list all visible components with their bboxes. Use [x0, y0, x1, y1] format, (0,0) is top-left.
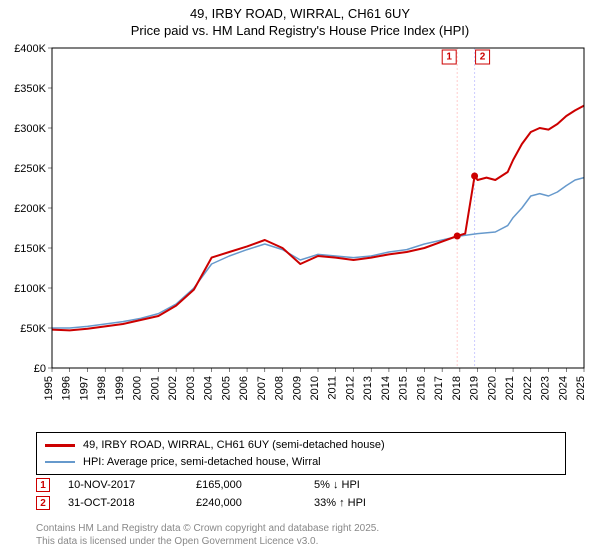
sale-row-1: 1 10-NOV-2017 £165,000 5% ↓ HPI	[36, 476, 576, 494]
svg-text:2025: 2025	[575, 376, 587, 400]
svg-text:2016: 2016	[415, 376, 427, 400]
sale-price-1: £165,000	[196, 479, 296, 491]
footer-line-1: Contains HM Land Registry data © Crown c…	[36, 522, 379, 535]
sales-table: 1 10-NOV-2017 £165,000 5% ↓ HPI 2 31-OCT…	[36, 476, 576, 512]
legend-item-red: 49, IRBY ROAD, WIRRAL, CH61 6UY (semi-de…	[45, 437, 557, 454]
svg-text:£100K: £100K	[14, 283, 46, 295]
svg-text:2019: 2019	[469, 376, 481, 400]
footer-line-2: This data is licensed under the Open Gov…	[36, 535, 379, 548]
svg-text:2001: 2001	[149, 376, 161, 400]
svg-text:1995: 1995	[43, 376, 55, 400]
svg-text:2003: 2003	[185, 376, 197, 400]
svg-text:2004: 2004	[203, 376, 215, 400]
sale-date-1: 10-NOV-2017	[68, 479, 178, 491]
svg-text:2012: 2012	[344, 376, 356, 400]
svg-text:2013: 2013	[362, 376, 374, 400]
sale-delta-1: 5% ↓ HPI	[314, 479, 434, 491]
svg-text:£50K: £50K	[20, 323, 46, 335]
svg-text:2006: 2006	[238, 376, 250, 400]
svg-text:2021: 2021	[504, 376, 516, 400]
svg-text:2008: 2008	[274, 376, 286, 400]
svg-text:2024: 2024	[557, 376, 569, 400]
svg-text:£350K: £350K	[14, 83, 46, 95]
svg-text:2002: 2002	[167, 376, 179, 400]
title-line-1: 49, IRBY ROAD, WIRRAL, CH61 6UY	[0, 6, 600, 23]
svg-text:£150K: £150K	[14, 243, 46, 255]
svg-text:2015: 2015	[398, 376, 410, 400]
sale-marker-1: 1	[36, 478, 50, 492]
title-line-2: Price paid vs. HM Land Registry's House …	[0, 23, 600, 40]
chart-area: £0 £50K £100K £150K £200K £250K £300K £350K £400…	[8, 44, 592, 414]
svg-text:2009: 2009	[291, 376, 303, 400]
svg-text:1: 1	[446, 52, 452, 63]
svg-text:2018: 2018	[451, 376, 463, 400]
svg-text:£200K: £200K	[14, 203, 46, 215]
svg-text:1996: 1996	[61, 376, 73, 400]
svg-text:£250K: £250K	[14, 163, 46, 175]
sale-delta-2: 33% ↑ HPI	[314, 497, 434, 509]
svg-text:2022: 2022	[522, 376, 534, 400]
svg-text:2007: 2007	[256, 376, 268, 400]
svg-text:2005: 2005	[220, 376, 232, 400]
chart-title-block: 49, IRBY ROAD, WIRRAL, CH61 6UY Price pa…	[0, 0, 600, 40]
footer-attribution: Contains HM Land Registry data © Crown c…	[36, 522, 379, 548]
legend: 49, IRBY ROAD, WIRRAL, CH61 6UY (semi-de…	[36, 432, 566, 475]
legend-label-blue: HPI: Average price, semi-detached house,…	[83, 454, 321, 471]
sale-marker-2: 2	[36, 496, 50, 510]
svg-text:1997: 1997	[78, 376, 90, 400]
svg-text:2010: 2010	[309, 376, 321, 400]
svg-text:£400K: £400K	[14, 44, 46, 55]
sale-row-2: 2 31-OCT-2018 £240,000 33% ↑ HPI	[36, 494, 576, 512]
legend-swatch-red	[45, 444, 75, 447]
svg-text:2014: 2014	[380, 376, 392, 400]
svg-text:1999: 1999	[114, 376, 126, 400]
legend-item-blue: HPI: Average price, semi-detached house,…	[45, 454, 557, 471]
svg-text:2: 2	[480, 52, 486, 63]
svg-text:2011: 2011	[327, 376, 339, 400]
svg-text:1998: 1998	[96, 376, 108, 400]
svg-text:2000: 2000	[132, 376, 144, 400]
legend-swatch-blue	[45, 461, 75, 463]
line-chart-svg: £0 £50K £100K £150K £200K £250K £300K £350K £400…	[8, 44, 592, 414]
svg-text:2020: 2020	[486, 376, 498, 400]
svg-text:£300K: £300K	[14, 123, 46, 135]
svg-text:2017: 2017	[433, 376, 445, 400]
sale-price-2: £240,000	[196, 497, 296, 509]
svg-text:£0: £0	[34, 363, 46, 375]
svg-text:2023: 2023	[540, 376, 552, 400]
legend-label-red: 49, IRBY ROAD, WIRRAL, CH61 6UY (semi-de…	[83, 437, 385, 454]
sale-date-2: 31-OCT-2018	[68, 497, 178, 509]
